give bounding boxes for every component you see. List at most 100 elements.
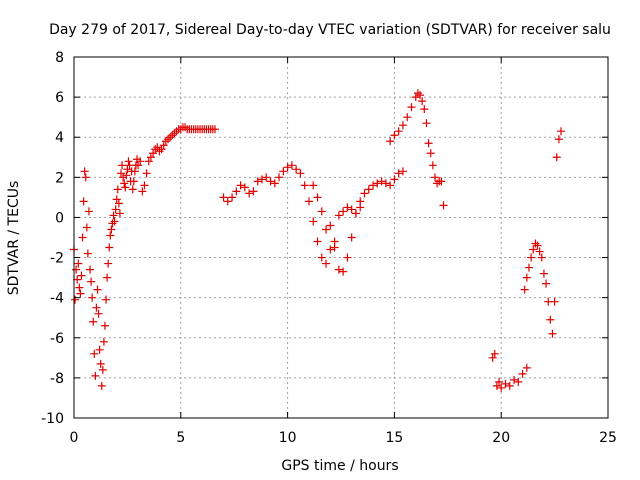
data-point-marker [518, 369, 527, 378]
data-point-marker [124, 157, 133, 166]
data-point-marker [71, 295, 80, 304]
data-point-marker [228, 193, 237, 202]
data-point-marker [322, 259, 331, 268]
data-point-marker [531, 239, 540, 248]
data-point-marker [108, 219, 117, 228]
data-point-marker [296, 169, 305, 178]
y-tick-label: -6 [50, 331, 64, 347]
data-point-marker [270, 179, 279, 188]
data-point-marker [510, 375, 519, 384]
data-point-marker [78, 233, 87, 242]
chart-markers [70, 89, 566, 392]
data-point-marker [153, 143, 162, 152]
data-point-marker [398, 121, 407, 130]
data-point-marker [84, 207, 93, 216]
data-point-marker [356, 203, 365, 212]
data-point-marker [501, 379, 510, 388]
data-point-marker [157, 145, 166, 154]
data-point-marker [548, 329, 557, 338]
data-point-marker [330, 237, 339, 246]
data-point-marker [107, 225, 116, 234]
data-point-marker [159, 141, 168, 150]
data-point-marker [527, 253, 536, 262]
data-point-marker [394, 169, 403, 178]
data-point-marker [394, 127, 403, 136]
data-point-marker [524, 263, 533, 272]
plot-frame [73, 56, 609, 419]
data-point-marker [103, 273, 112, 282]
chart-title: Day 279 of 2017, Sidereal Day-to-day VTE… [49, 22, 611, 38]
data-point-marker [140, 181, 149, 190]
data-point-marker [497, 383, 506, 392]
data-point-marker [72, 265, 81, 274]
data-point-marker [317, 207, 326, 216]
data-point-marker [99, 337, 108, 346]
data-point-marker [79, 197, 88, 206]
data-point-marker [552, 153, 561, 162]
data-point-marker [168, 131, 177, 140]
data-point-marker [245, 189, 254, 198]
y-axis-ticks: -10 -8 -6 -4 -2 0 2 4 6 8 [41, 50, 608, 427]
data-point-marker [279, 167, 288, 176]
data-point-marker [283, 163, 292, 172]
data-point-marker [495, 377, 504, 386]
data-point-marker [81, 173, 90, 182]
data-point-marker [136, 157, 145, 166]
data-point-marker [138, 187, 147, 196]
data-point-marker [300, 181, 309, 190]
y-tick-label: -4 [50, 291, 64, 307]
data-point-marker [347, 205, 356, 214]
data-point-marker [91, 371, 100, 380]
data-point-marker [146, 153, 155, 162]
data-point-marker [130, 167, 139, 176]
y-tick-label: 2 [55, 170, 64, 186]
data-point-marker [93, 285, 102, 294]
data-point-marker [262, 173, 271, 182]
data-point-marker [76, 289, 85, 298]
data-point-marker [100, 321, 109, 330]
data-point-marker [94, 309, 103, 318]
data-point-marker [80, 167, 89, 176]
data-point-marker [122, 171, 131, 180]
data-point-marker [163, 135, 172, 144]
data-point-marker [390, 175, 399, 184]
data-point-marker [257, 175, 266, 184]
data-point-marker [439, 201, 448, 210]
data-point-marker [116, 169, 125, 178]
y-tick-label: -2 [50, 251, 64, 267]
data-point-marker [95, 345, 104, 354]
data-point-marker [411, 93, 420, 102]
data-point-marker [535, 247, 544, 256]
data-point-marker [74, 259, 83, 268]
x-tick-label: 5 [176, 430, 185, 446]
data-point-marker [121, 183, 130, 192]
data-point-marker [134, 161, 143, 170]
data-point-marker [89, 317, 98, 326]
x-tick-label: 10 [279, 430, 297, 446]
data-point-marker [313, 193, 322, 202]
data-point-marker [403, 113, 412, 122]
data-point-marker [554, 135, 563, 144]
data-point-marker [253, 177, 262, 186]
data-point-marker [106, 231, 115, 240]
data-point-marker [339, 207, 348, 216]
data-point-marker [96, 359, 105, 368]
data-point-marker [351, 209, 360, 218]
data-point-marker [120, 179, 129, 188]
data-point-marker [309, 217, 318, 226]
data-point-marker [123, 165, 132, 174]
data-point-marker [317, 253, 326, 262]
data-point-marker [90, 349, 99, 358]
data-point-marker [88, 293, 97, 302]
data-point-marker [334, 211, 343, 220]
data-point-marker [334, 265, 343, 274]
data-point-marker [129, 177, 138, 186]
data-point-marker [437, 177, 446, 186]
data-point-marker [313, 237, 322, 246]
data-point-marker [287, 161, 296, 170]
data-point-marker [426, 149, 435, 158]
data-point-marker [73, 275, 82, 284]
data-point-marker [309, 181, 318, 190]
data-point-marker [343, 203, 352, 212]
